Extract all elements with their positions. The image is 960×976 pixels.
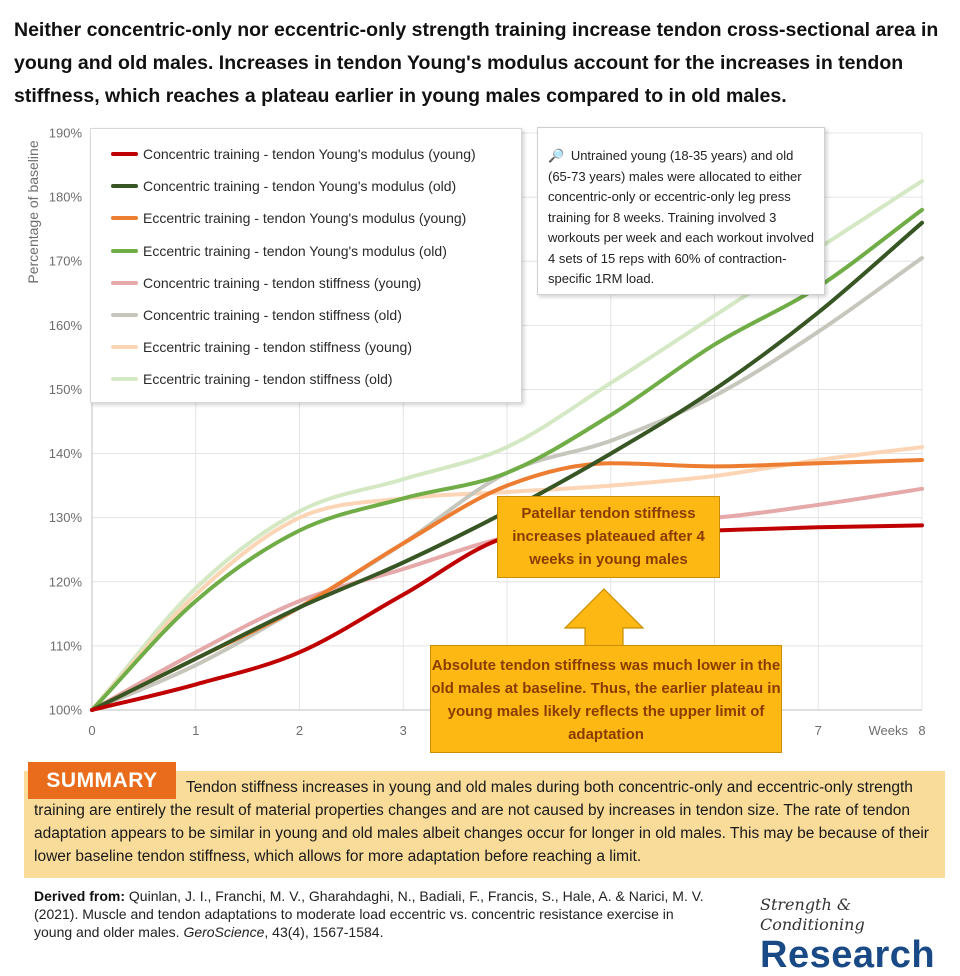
legend-label: Concentric training - tendon stiffness (… xyxy=(143,307,402,323)
legend-swatch xyxy=(111,377,138,382)
legend-swatch xyxy=(111,313,138,317)
summary-text: Tendon stiffness increases in young and … xyxy=(34,779,929,865)
axis-ticks: 100% 110% 120% 130% 140% 150% 160% 170% 180% 190%… xyxy=(49,126,926,739)
magnifier-icon: 🔎 xyxy=(548,148,565,163)
series-line-4 xyxy=(90,207,924,712)
y-tick-label: 170% xyxy=(49,254,83,269)
y-tick-label: 160% xyxy=(49,318,83,333)
legend-item: Eccentric training - tendon Young's modu… xyxy=(111,240,447,262)
citation-journal: GeroScience xyxy=(183,924,265,940)
legend-item: Concentric training - tendon stiffness (… xyxy=(111,272,421,294)
x-tick-label: 1 xyxy=(192,723,199,738)
study-info-box: 🔎 Untrained young (18-35 years) and old … xyxy=(537,127,825,295)
legend-swatch xyxy=(111,184,138,189)
x-tick-label: 3 xyxy=(400,723,407,738)
legend-label: Eccentric training - tendon Young's modu… xyxy=(143,242,447,259)
citation-label: Derived from: xyxy=(34,888,126,904)
summary-tag: SUMMARY xyxy=(28,762,176,799)
brand-logo: Strength & Conditioning Research xyxy=(760,895,945,975)
y-tick-label: 140% xyxy=(49,446,83,461)
legend-swatch xyxy=(111,216,138,221)
legend-label: Concentric training - tendon stiffness (… xyxy=(143,274,422,291)
legend-item: Concentric training - tendon stiffness (… xyxy=(111,304,402,326)
x-tick-label: 2 xyxy=(296,723,303,738)
y-tick-label: 190% xyxy=(49,126,83,141)
legend-label: Eccentric training - tendon Young's modu… xyxy=(143,210,467,227)
citation: Derived from: Quinlan, J. I., Franchi, M… xyxy=(34,887,714,941)
citation-authors: Quinlan, J. I., Franchi, M. V., Gharahda… xyxy=(34,888,704,940)
legend-swatch xyxy=(111,152,138,156)
x-tick-label: 7 xyxy=(815,723,822,738)
legend-item: Eccentric training - tendon stiffness (y… xyxy=(111,336,412,358)
x-tick-label: 8 xyxy=(918,723,925,738)
chart-legend: Concentric training - tendon Young's mod… xyxy=(90,128,522,403)
study-info-text: Untrained young (18-35 years) and old (6… xyxy=(548,148,814,286)
summary-panel xyxy=(24,771,945,878)
y-tick-label: 120% xyxy=(49,574,83,589)
legend-swatch xyxy=(111,345,138,350)
x-axis-title: Weeks xyxy=(869,723,909,738)
y-tick-label: 130% xyxy=(49,510,83,525)
headline: Neither concentric-only nor eccentric-on… xyxy=(14,19,939,107)
y-tick-label: 180% xyxy=(49,190,83,205)
legend-label: Concentric training - tendon Young's mod… xyxy=(143,178,457,195)
baseline-callout: Absolute tendon stiffness was much lower… xyxy=(430,645,782,753)
y-tick-label: 150% xyxy=(49,382,83,397)
legend-swatch xyxy=(111,248,138,253)
brand-line2: Research xyxy=(760,934,936,976)
legend-label: Eccentric training - tendon stiffness (o… xyxy=(143,371,393,388)
legend-label: Concentric training - tendon Young's mod… xyxy=(143,146,476,162)
legend-item: Eccentric training - tendon Young's modu… xyxy=(111,207,466,229)
legend-item: Eccentric training - tendon stiffness (o… xyxy=(111,368,393,390)
brand-line1: Strength & Conditioning xyxy=(760,895,865,934)
x-tick-label: 0 xyxy=(88,723,95,738)
plateau-callout: Patellar tendon stiffness increases plat… xyxy=(497,496,720,578)
citation-details: , 43(4), 1567-1584. xyxy=(264,924,384,940)
y-axis-title: Percentage of baseline xyxy=(25,140,41,283)
legend-swatch xyxy=(111,280,138,285)
y-tick-label: 110% xyxy=(50,638,83,653)
legend-item: Concentric training - tendon Young's mod… xyxy=(111,143,476,165)
legend-item: Concentric training - tendon Young's mod… xyxy=(111,175,456,197)
y-tick-label: 100% xyxy=(49,703,83,718)
legend-label: Eccentric training - tendon stiffness (y… xyxy=(143,339,412,356)
